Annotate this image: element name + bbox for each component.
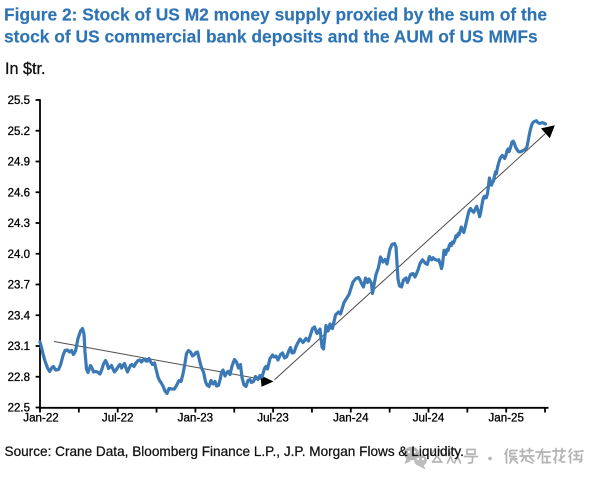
svg-text:In $tr.: In $tr. (5, 60, 46, 78)
svg-text:Jan-24: Jan-24 (333, 411, 369, 424)
svg-text:23.1: 23.1 (8, 341, 30, 353)
svg-text:Jul-23: Jul-23 (257, 411, 289, 424)
svg-text:24.3: 24.3 (8, 218, 30, 230)
svg-text:stock of US commercial bank de: stock of US commercial bank deposits and… (4, 27, 538, 47)
svg-text:24.0: 24.0 (8, 249, 30, 261)
svg-text:24.9: 24.9 (8, 157, 30, 169)
svg-text:Jul-22: Jul-22 (102, 411, 134, 424)
svg-text:23.4: 23.4 (8, 310, 31, 322)
svg-text:Source: Crane Data, Bloomberg: Source: Crane Data, Bloomberg Finance L.… (5, 444, 464, 459)
svg-text:25.5: 25.5 (8, 95, 30, 107)
svg-text:Jan-22: Jan-22 (23, 411, 58, 424)
svg-text:Figure 2: Stock of US M2 money: Figure 2: Stock of US M2 money supply pr… (4, 5, 547, 25)
svg-text:25.2: 25.2 (8, 126, 30, 138)
svg-text:22.8: 22.8 (8, 372, 30, 384)
svg-text:22.5: 22.5 (8, 403, 30, 415)
svg-text:Jan-23: Jan-23 (178, 411, 213, 424)
svg-text:Jul-24: Jul-24 (413, 411, 445, 424)
svg-text:23.7: 23.7 (8, 280, 30, 292)
svg-text:Jan-25: Jan-25 (488, 411, 523, 424)
svg-text:24.6: 24.6 (8, 187, 30, 199)
